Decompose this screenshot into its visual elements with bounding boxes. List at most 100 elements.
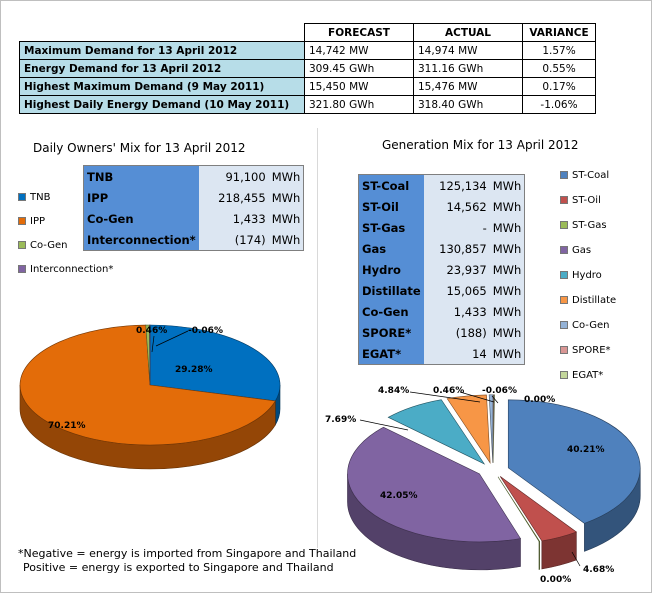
pie-slice-ipp: [19, 324, 276, 470]
generation-value: 14,562: [423, 196, 490, 217]
legend-label: Gas: [572, 245, 592, 256]
owners-pie: 29.28% 70.21% 0.46% -0.06%: [19, 324, 281, 470]
legend-swatch: [18, 265, 26, 273]
leader-line: [151, 335, 155, 353]
legend-label: TNB: [30, 192, 51, 203]
legend-swatch: [560, 346, 568, 354]
generation-row: Gas 130,857 MWh: [358, 238, 525, 259]
generation-pie: 40.21% 4.68% 0.00% 42.05% 7.69% 4.84% 0.46% -0.…: [325, 386, 641, 585]
generation-row: ST-Gas - MWh: [358, 217, 525, 238]
summary-actual: 318.40 GWh: [413, 95, 523, 114]
generation-row: SPORE* (188) MWh: [358, 322, 525, 343]
legend-label: ST-Oil: [572, 195, 601, 206]
owners-row: Co-Gen 1,433 MWh: [83, 208, 304, 229]
owners-row: TNB 91,100 MWh: [83, 165, 304, 187]
generation-name: Hydro: [358, 259, 424, 280]
legend-label: ST-Gas: [572, 220, 607, 231]
legend-swatch: [560, 246, 568, 254]
legend-label: Distillate: [572, 295, 617, 306]
generation-unit: MWh: [489, 238, 525, 259]
summary-label: Energy Demand for 13 April 2012: [19, 59, 305, 78]
legend-item-spore: SPORE*: [560, 345, 611, 356]
owners-value: 91,100: [198, 165, 269, 187]
legend-swatch: [560, 271, 568, 279]
owners-chart-title: Daily Owners' Mix for 13 April 2012: [33, 141, 246, 155]
data-label-interconnection: -0.06%: [188, 326, 223, 336]
generation-unit: MWh: [489, 196, 525, 217]
pie-slice-st-oil: [499, 476, 577, 570]
data-label-egat: 0.00%: [524, 395, 555, 405]
summary-row: Highest Daily Energy Demand (10 May 2011…: [19, 95, 596, 114]
section-divider: [317, 128, 318, 548]
pie-slice-st-gas: [497, 476, 541, 570]
legend-item-st-oil: ST-Oil: [560, 195, 601, 206]
summary-variance: -1.06%: [522, 95, 596, 114]
legend-label: Interconnection*: [30, 264, 114, 275]
summary-forecast: 321.80 GWh: [304, 95, 414, 114]
legend-swatch: [18, 193, 26, 201]
legend-item-egat: EGAT*: [560, 370, 603, 381]
generation-chart-title: Generation Mix for 13 April 2012: [382, 138, 579, 152]
legend-item-ipp: IPP: [18, 216, 45, 227]
leader-line: [359, 419, 409, 431]
generation-unit: MWh: [489, 280, 525, 301]
summary-label: Highest Daily Energy Demand (10 May 2011…: [19, 95, 305, 114]
legend-item-distillate: Distillate: [560, 295, 616, 306]
pie-slice-egat: [492, 394, 495, 463]
generation-row: Co-Gen 1,433 MWh: [358, 301, 525, 322]
legend-label: IPP: [30, 216, 46, 227]
leader-line: [459, 391, 495, 403]
data-label-st-oil: 4.68%: [583, 565, 614, 575]
owners-name: IPP: [83, 187, 199, 208]
owners-unit: MWh: [268, 208, 304, 229]
generation-row: Distillate 15,065 MWh: [358, 280, 525, 301]
generation-unit: MWh: [489, 301, 525, 322]
data-label-st-gas: 0.00%: [540, 575, 571, 585]
leader-line: [409, 391, 481, 403]
generation-unit: MWh: [489, 259, 525, 280]
generation-name: ST-Coal: [358, 174, 424, 196]
footnote: *Negative = energy is imported from Sing…: [18, 547, 356, 575]
owners-unit: MWh: [268, 187, 304, 208]
data-label-hydro: 7.69%: [325, 415, 356, 425]
data-label-tnb: 29.28%: [175, 365, 213, 375]
pie-slice-st-coal: [507, 399, 641, 552]
leader-line: [571, 551, 581, 567]
legend-label: Co-Gen: [572, 320, 610, 331]
legend-swatch: [560, 171, 568, 179]
generation-name: SPORE*: [358, 322, 424, 343]
generation-row: EGAT* 14 MWh: [358, 343, 525, 365]
legend-label: SPORE*: [572, 345, 611, 356]
generation-table: ST-Coal 125,134 MWh ST-Oil 14,562 MWh ST…: [358, 174, 526, 365]
owners-value: 1,433: [198, 208, 269, 229]
legend-label: ST-Coal: [572, 170, 610, 181]
generation-value: 1,433: [423, 301, 490, 322]
data-label-co-gen: 0.46%: [433, 386, 464, 396]
data-label-co-gen: 0.46%: [136, 326, 167, 336]
legend-item-st-gas: ST-Gas: [560, 220, 607, 231]
legend-item-st-coal: ST-Coal: [560, 170, 609, 181]
legend-label: Hydro: [572, 270, 602, 281]
legend-swatch: [560, 196, 568, 204]
data-label-gas: 42.05%: [380, 491, 418, 501]
summary-variance: 1.57%: [522, 41, 596, 60]
summary-forecast: 15,450 MW: [304, 77, 414, 96]
summary-label: Maximum Demand for 13 April 2012: [19, 41, 305, 60]
legend-swatch: [18, 241, 26, 249]
legend-item-tnb: TNB: [18, 192, 50, 203]
owners-table: TNB 91,100 MWh IPP 218,455 MWh Co-Gen 1,…: [83, 165, 305, 251]
owners-name: TNB: [83, 165, 199, 187]
generation-value: -: [423, 217, 490, 238]
generation-row: Hydro 23,937 MWh: [358, 259, 525, 280]
summary-actual: 15,476 MW: [413, 77, 523, 96]
generation-name: ST-Gas: [358, 217, 424, 238]
legend-swatch: [560, 296, 568, 304]
data-label-distillate: 4.84%: [378, 386, 409, 396]
leader-line: [491, 395, 499, 404]
generation-unit: MWh: [489, 322, 525, 343]
owners-value: (174): [198, 229, 269, 251]
summary-corner: [19, 23, 305, 42]
generation-unit: MWh: [489, 174, 525, 196]
legend-item-co-gen: Co-Gen: [18, 240, 68, 251]
